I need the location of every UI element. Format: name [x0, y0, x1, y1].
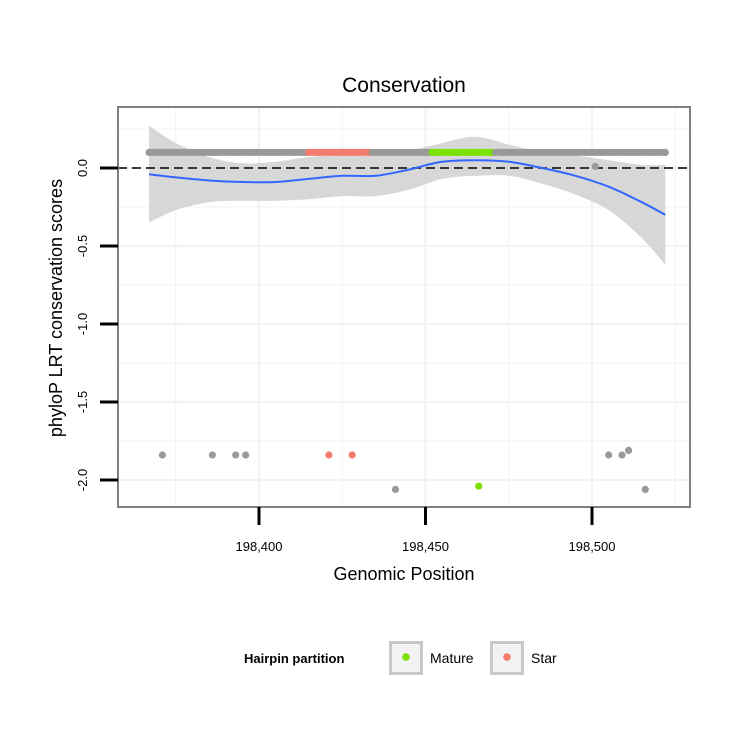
- x-axis-ticks: 198,400 198,450 198,500: [236, 507, 616, 554]
- data-point-mature: [475, 482, 483, 490]
- x-axis-title: Genomic Position: [333, 564, 474, 584]
- y-tick-label: -2.0: [75, 469, 90, 491]
- data-point-star: [348, 451, 356, 459]
- smooth-line-layer: [148, 159, 666, 216]
- legend-key-box: [389, 641, 423, 675]
- data-point-other: [661, 148, 669, 156]
- data-point-other: [242, 451, 250, 459]
- legend: Hairpin partition Mature Star: [244, 641, 557, 675]
- y-tick-label: 0.0: [75, 159, 90, 177]
- data-point-other: [232, 451, 240, 459]
- legend-item-star: Star: [490, 641, 557, 675]
- data-point-other: [618, 451, 626, 459]
- y-axis-ticks: 0.0 -0.5 -1.0 -1.5 -2.0: [75, 159, 118, 491]
- y-tick-label: -0.5: [75, 235, 90, 257]
- data-point-other: [391, 485, 400, 493]
- data-point-other: [208, 451, 216, 459]
- legend-label: Star: [531, 650, 557, 666]
- data-point-other: [591, 162, 599, 170]
- confidence-ribbon: [149, 125, 666, 265]
- plot-panel-border: [117, 106, 691, 508]
- legend-label: Mature: [430, 650, 474, 666]
- y-tick-label: -1.5: [75, 391, 90, 413]
- data-point-other: [641, 485, 649, 493]
- legend-title: Hairpin partition: [244, 651, 344, 666]
- legend-item-mature: Mature: [389, 641, 474, 675]
- y-axis-title: phyloP LRT conservation scores: [46, 179, 66, 437]
- data-point-other: [605, 451, 613, 459]
- data-points: [145, 148, 669, 493]
- legend-key-dot: [402, 653, 410, 661]
- data-point-other: [158, 451, 166, 459]
- x-tick-label: 198,500: [569, 539, 616, 554]
- chart-title: Conservation: [342, 74, 466, 97]
- x-tick-label: 198,400: [236, 539, 283, 554]
- smooth-fit-line: [148, 159, 666, 216]
- y-tick-label: -1.0: [75, 313, 90, 335]
- x-tick-label: 198,450: [402, 539, 449, 554]
- confidence-ribbon-layer: [149, 125, 666, 265]
- data-point-star: [325, 451, 333, 459]
- data-point-other: [625, 446, 633, 454]
- legend-entries: Mature Star: [389, 641, 557, 675]
- legend-key-dot: [503, 653, 511, 661]
